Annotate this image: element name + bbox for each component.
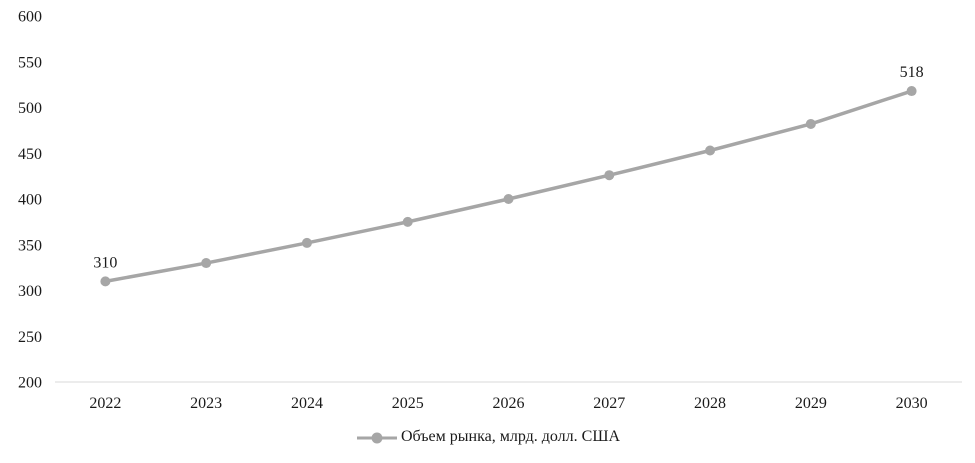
x-axis-label: 2024: [291, 395, 323, 412]
x-axis-label: 2029: [795, 395, 827, 412]
data-label: 518: [900, 64, 924, 81]
y-axis-tick-label: 300: [18, 283, 42, 300]
x-axis-label: 2025: [392, 395, 424, 412]
data-point-marker: [604, 170, 615, 181]
data-label: 310: [93, 254, 117, 271]
series-line: [103, 89, 914, 284]
data-point-marker: [805, 118, 816, 129]
y-axis-tick-label: 200: [18, 375, 42, 392]
y-axis-tick-label: 400: [18, 192, 42, 209]
data-point-marker: [705, 145, 716, 156]
x-axis-label: 2027: [593, 395, 625, 412]
data-point-marker: [503, 194, 514, 204]
data-point-marker: [906, 86, 917, 97]
data-point-marker: [402, 216, 413, 227]
x-axis-label: 2022: [89, 395, 121, 412]
y-axis-tick-label: 450: [18, 146, 42, 163]
y-axis-tick-label: 550: [18, 54, 42, 71]
y-axis-tick-label: 600: [18, 9, 42, 26]
x-axis-label: 2028: [694, 395, 726, 412]
y-axis-tick-label: 250: [18, 329, 42, 346]
x-axis-label: 2023: [190, 395, 222, 412]
y-axis-tick-label: 500: [18, 100, 42, 117]
line-chart: 200 250 300 350 400 450 500 550 600 2022 2023 2024 2…: [18, 9, 962, 412]
legend-circle: [371, 432, 383, 444]
x-axis-label: 2026: [493, 395, 525, 412]
legend-marker-icon: [356, 432, 397, 444]
x-axis-label: 2030: [896, 395, 928, 412]
data-point-marker: [201, 258, 212, 269]
legend-label: Объем рынка, млрд. долл. США: [400, 428, 621, 445]
legend: Объем рынка, млрд. долл. США: [0, 420, 975, 456]
y-axis-tick-label: 350: [18, 237, 42, 254]
data-point-marker: [100, 276, 111, 287]
data-point-marker: [301, 237, 312, 248]
